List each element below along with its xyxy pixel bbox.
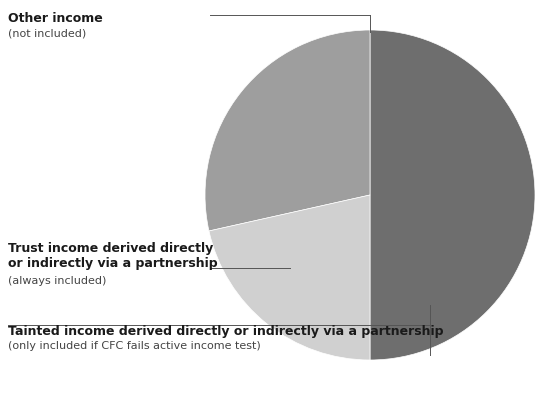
Text: (not included): (not included): [8, 28, 86, 38]
Text: Other income: Other income: [8, 12, 103, 25]
Text: Tainted income derived directly or indirectly via a partnership: Tainted income derived directly or indir…: [8, 325, 443, 338]
Text: (always included): (always included): [8, 276, 106, 286]
Text: Trust income derived directly
or indirectly via a partnership: Trust income derived directly or indirec…: [8, 242, 218, 270]
Wedge shape: [205, 30, 370, 231]
Wedge shape: [370, 30, 535, 360]
Wedge shape: [209, 195, 370, 360]
Text: (only included if CFC fails active income test): (only included if CFC fails active incom…: [8, 341, 261, 351]
